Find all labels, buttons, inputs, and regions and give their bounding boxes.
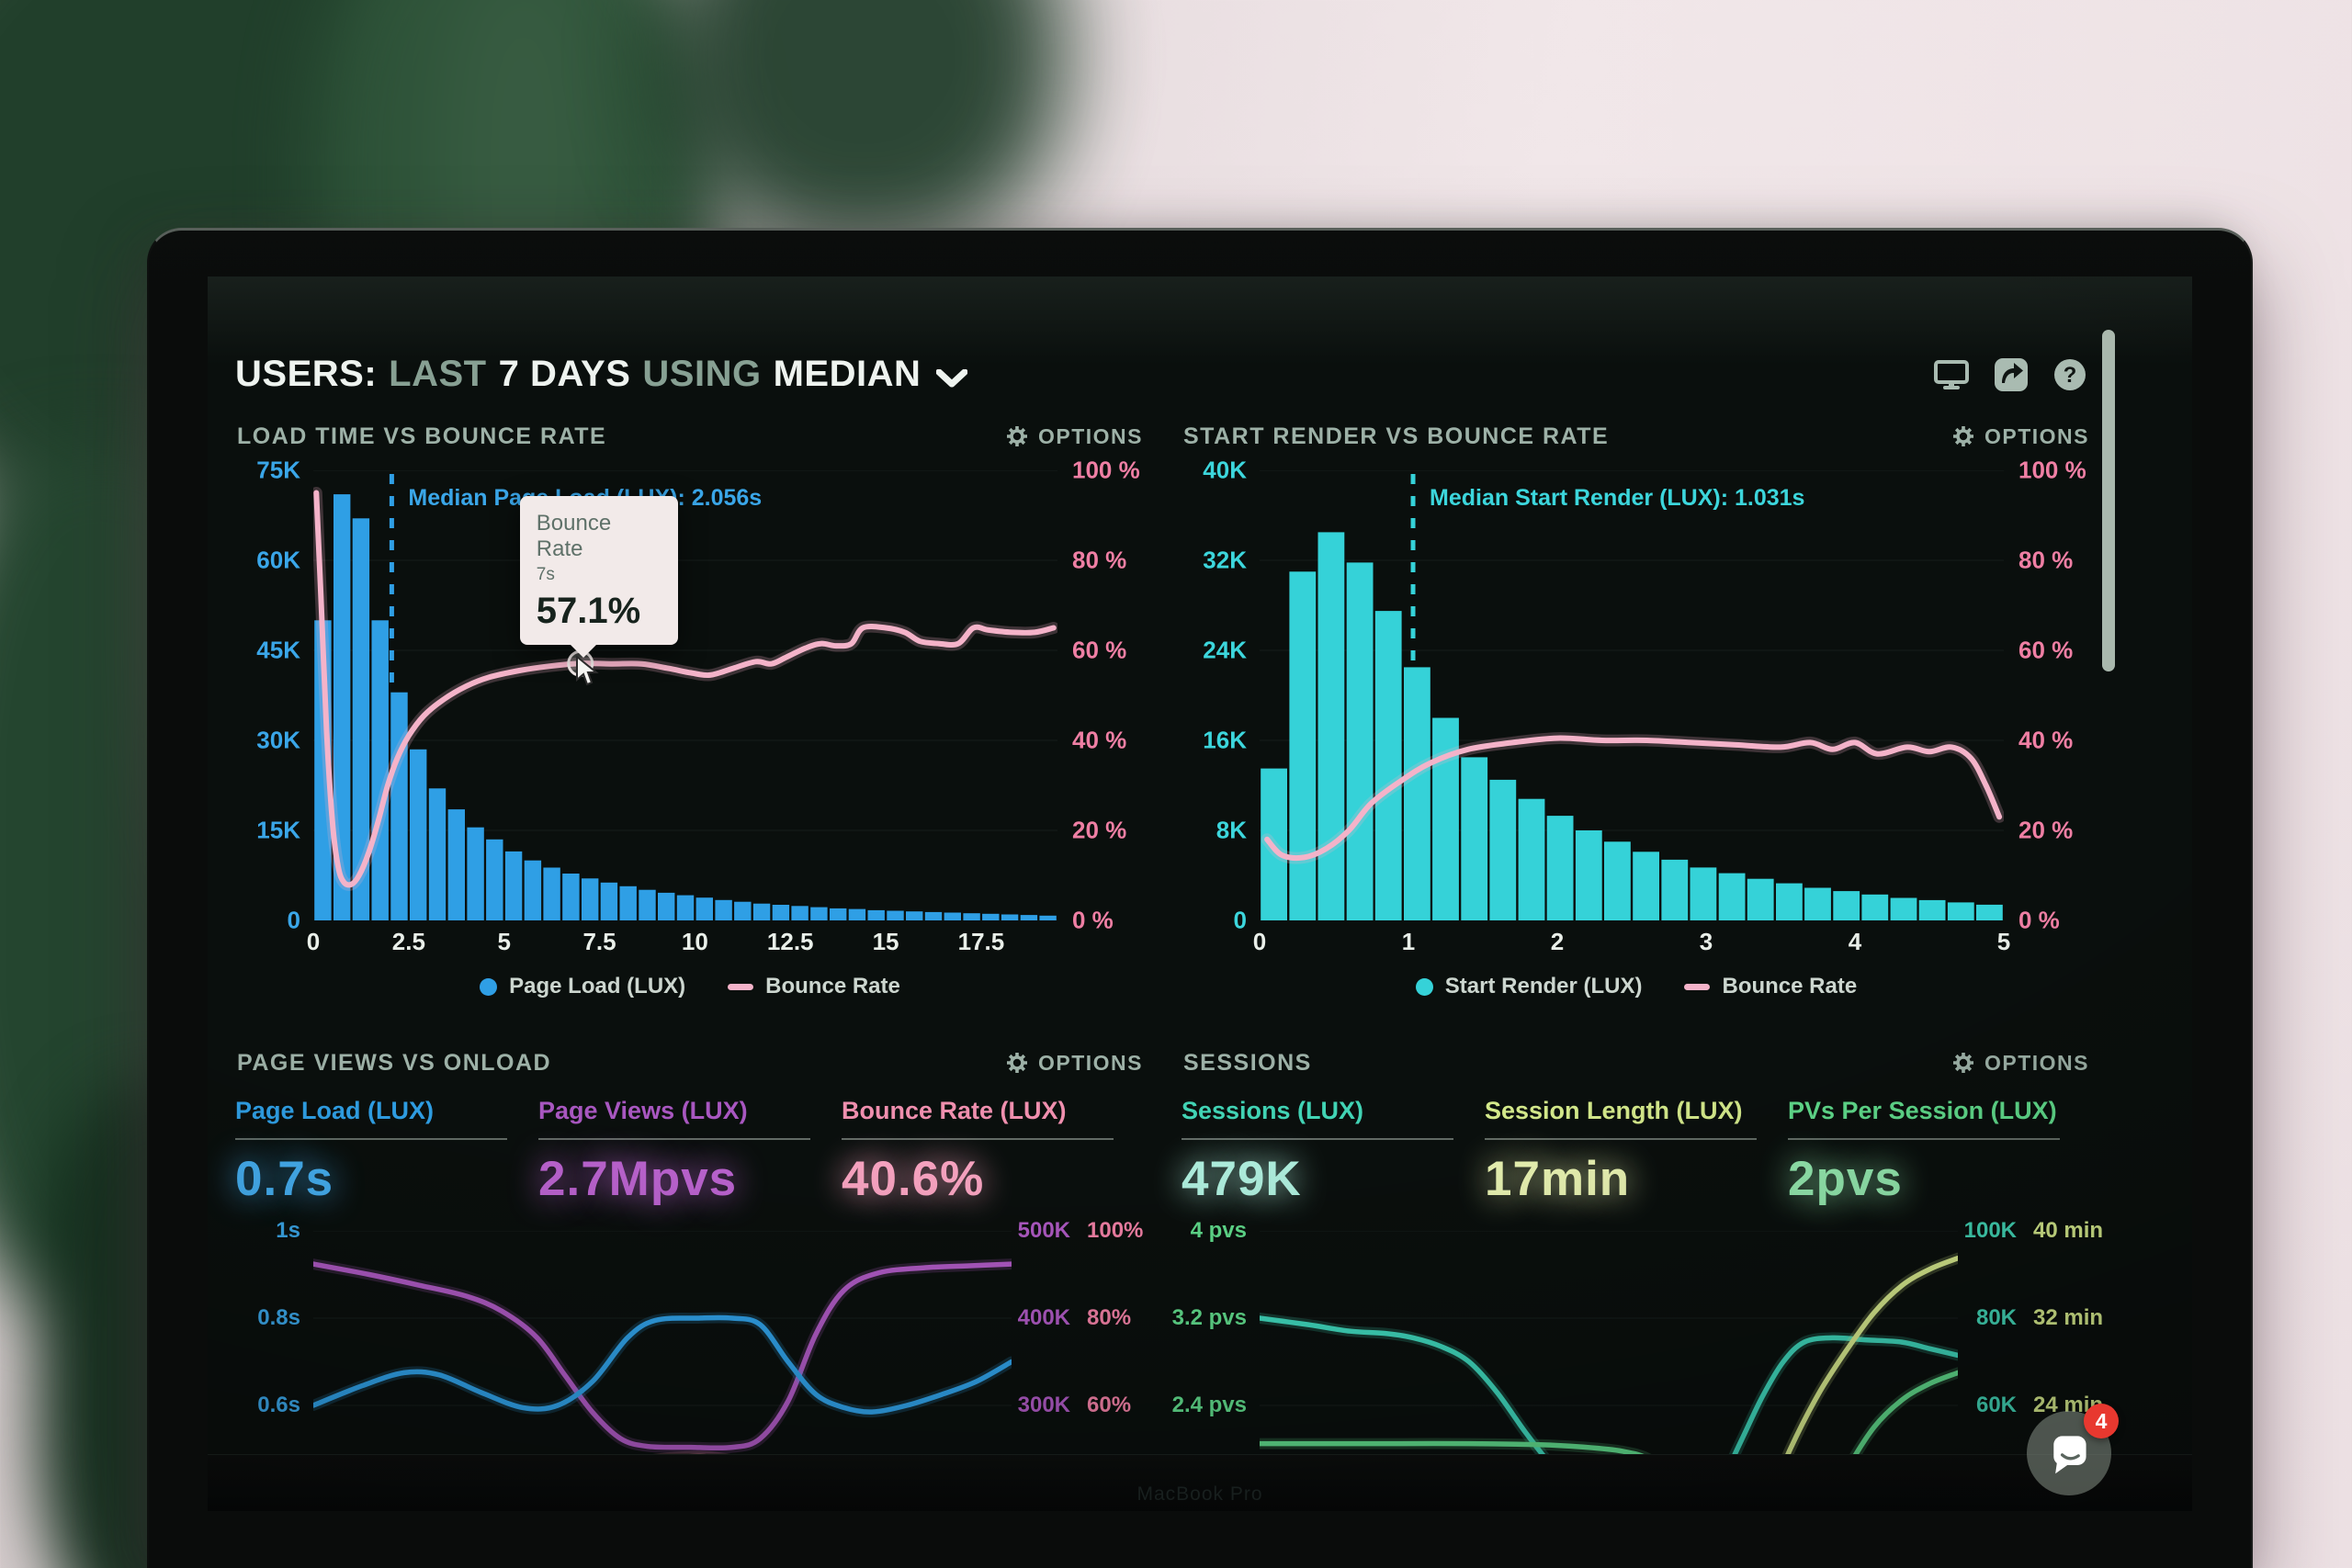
- svg-text:?: ?: [2064, 363, 2077, 388]
- plant-leaf: [662, 0, 1066, 257]
- metric-value: 0.7s: [235, 1152, 334, 1206]
- metric-value: 2.7Mpvs: [538, 1152, 738, 1206]
- mouse-cursor-icon: [575, 656, 599, 686]
- options-button[interactable]: OPTIONS: [1005, 1051, 1143, 1076]
- panel-title: LOAD TIME VS BOUNCE RATE: [237, 423, 607, 449]
- metric-underline: [538, 1138, 810, 1140]
- y-axis-left: 40K 32K 24K 16K 8K 0: [1203, 456, 1247, 934]
- metric-session-length: Session Length (LUX) 17min: [1485, 1097, 1788, 1207]
- panel-page-views-vs-onload: PAGE VIEWS VS ONLOAD OPTIONS Page Load (…: [235, 1042, 1145, 1511]
- metric-bounce-rate: Bounce Rate (LUX) 40.6%: [842, 1097, 1145, 1207]
- options-button[interactable]: OPTIONS: [1951, 1051, 2089, 1076]
- metric-underline: [842, 1138, 1114, 1140]
- legend-item[interactable]: Bounce Rate: [1684, 974, 1857, 999]
- legend-label: Bounce Rate: [1722, 974, 1858, 998]
- metric-underline: [1788, 1138, 2060, 1140]
- gear-icon: [1006, 426, 1027, 446]
- header-segment: LAST: [389, 354, 487, 394]
- metric-underline: [1485, 1138, 1757, 1140]
- options-label: OPTIONS: [1037, 1050, 1143, 1075]
- metric-pvs-per-session: PVs Per Session (LUX) 2pvs: [1788, 1097, 2091, 1207]
- legend-item[interactable]: Start Render (LUX): [1415, 974, 1643, 999]
- chevron-down-icon: [936, 368, 968, 387]
- metric-label: Session Length (LUX): [1485, 1097, 1743, 1124]
- options-button[interactable]: OPTIONS: [1951, 424, 2089, 449]
- panel-start-render-vs-bounce-rate: START RENDER VS BOUNCE RATE OPTIONS 40K 3…: [1182, 415, 2091, 999]
- legend-label: Page Load (LUX): [509, 974, 686, 998]
- header-segment: USING: [642, 354, 762, 394]
- panel-title: PAGE VIEWS VS ONLOAD: [237, 1049, 552, 1076]
- metric-value: 2pvs: [1788, 1152, 1903, 1206]
- legend: Page Load (LUX) Bounce Rate: [235, 974, 1145, 999]
- chat-widget[interactable]: 4: [2027, 1404, 2119, 1495]
- share-icon[interactable]: [1994, 357, 2029, 392]
- metric-page-views: Page Views (LUX) 2.7Mpvs: [538, 1097, 842, 1207]
- metric-value: 479K: [1182, 1152, 1302, 1206]
- legend-dash-swatch: [1684, 983, 1711, 990]
- tooltip: Bounce Rate 7s 57.1%: [519, 496, 678, 659]
- laptop: USERS: LAST 7 DAYS USING MEDIAN ?: [147, 228, 2253, 1568]
- metric-underline: [235, 1138, 507, 1140]
- tooltip-x-value: 7s: [536, 565, 555, 585]
- help-icon[interactable]: ?: [2052, 357, 2087, 392]
- metric-value: 40.6%: [842, 1152, 985, 1206]
- legend-dash-swatch: [728, 983, 754, 990]
- y-axis-right: 100 % 80 % 60 % 40 % 20 % 0 %: [1072, 456, 1140, 934]
- y-axis-left: 75K 60K 45K 30K 15K 0: [256, 456, 300, 934]
- legend-item[interactable]: Bounce Rate: [728, 974, 900, 999]
- options-label: OPTIONS: [1984, 423, 2089, 448]
- legend-label: Bounce Rate: [765, 974, 900, 998]
- legend-dot-swatch: [480, 977, 498, 996]
- tooltip-title: Bounce Rate: [536, 511, 612, 562]
- notification-badge: 4: [2084, 1404, 2119, 1438]
- metric-underline: [1182, 1138, 1453, 1140]
- gear-icon: [1952, 1053, 1973, 1073]
- metric-label: Page Views (LUX): [538, 1097, 748, 1124]
- y-axis-right: 100 % 80 % 60 % 40 % 20 % 0 %: [2018, 456, 2086, 934]
- gear-icon: [1952, 426, 1973, 446]
- panel-load-time-vs-bounce-rate: LOAD TIME VS BOUNCE RATE OPTIONS 75K 60K 4…: [235, 415, 1145, 999]
- gear-icon: [1006, 1053, 1027, 1073]
- dashboard-screen: USERS: LAST 7 DAYS USING MEDIAN ?: [208, 276, 2192, 1511]
- options-label: OPTIONS: [1037, 423, 1143, 448]
- metric-value: 17min: [1485, 1152, 1631, 1206]
- metrics-row: Sessions (LUX) 479K Session Length (LUX)…: [1182, 1097, 2091, 1207]
- panel-sessions: SESSIONS OPTIONS Sessions (LUX) 479K: [1172, 1042, 2104, 1511]
- timeframe-dropdown[interactable]: USERS: LAST 7 DAYS USING MEDIAN: [235, 354, 968, 395]
- panel-title: START RENDER VS BOUNCE RATE: [1183, 423, 1610, 449]
- header-segment: MEDIAN: [773, 354, 922, 394]
- laptop-chin: MacBook Pro: [208, 1454, 2192, 1511]
- metric-sessions: Sessions (LUX) 479K: [1182, 1097, 1485, 1207]
- header-segment: USERS:: [235, 354, 378, 394]
- chat-bubble-icon: [2053, 1436, 2086, 1474]
- metrics-row: Page Load (LUX) 0.7s Page Views (LUX) 2.…: [235, 1097, 1145, 1207]
- brand-label: MacBook Pro: [1136, 1483, 1263, 1505]
- tooltip-value: 57.1%: [536, 591, 641, 632]
- legend: Start Render (LUX) Bounce Rate: [1182, 974, 2091, 999]
- median-annotation: Median Start Render (LUX): 1.031s: [1430, 485, 1805, 511]
- scrollbar[interactable]: [2102, 330, 2115, 671]
- metric-label: Page Load (LUX): [235, 1097, 435, 1124]
- metric-label: Bounce Rate (LUX): [842, 1097, 1067, 1124]
- options-label: OPTIONS: [1984, 1050, 2089, 1075]
- dashboard-header: USERS: LAST 7 DAYS USING MEDIAN ?: [235, 354, 2165, 395]
- display-icon[interactable]: [1933, 358, 1970, 391]
- options-button[interactable]: OPTIONS: [1005, 424, 1143, 449]
- histogram-plot: Median Page Load (LUX): 2.056s Bounce Ra…: [307, 470, 1057, 955]
- panel-title: SESSIONS: [1183, 1049, 1312, 1076]
- legend-dot-swatch: [1415, 977, 1433, 996]
- legend-item[interactable]: Page Load (LUX): [480, 974, 685, 999]
- metric-label: PVs Per Session (LUX): [1788, 1097, 2057, 1124]
- x-axis: 0 2.5 5 7.5 10 12.5 15 17.5: [306, 928, 1005, 955]
- metric-page-load: Page Load (LUX) 0.7s: [235, 1097, 538, 1207]
- legend-label: Start Render (LUX): [1444, 974, 1643, 998]
- header-segment: 7 DAYS: [498, 354, 631, 394]
- metric-label: Sessions (LUX): [1182, 1097, 1364, 1124]
